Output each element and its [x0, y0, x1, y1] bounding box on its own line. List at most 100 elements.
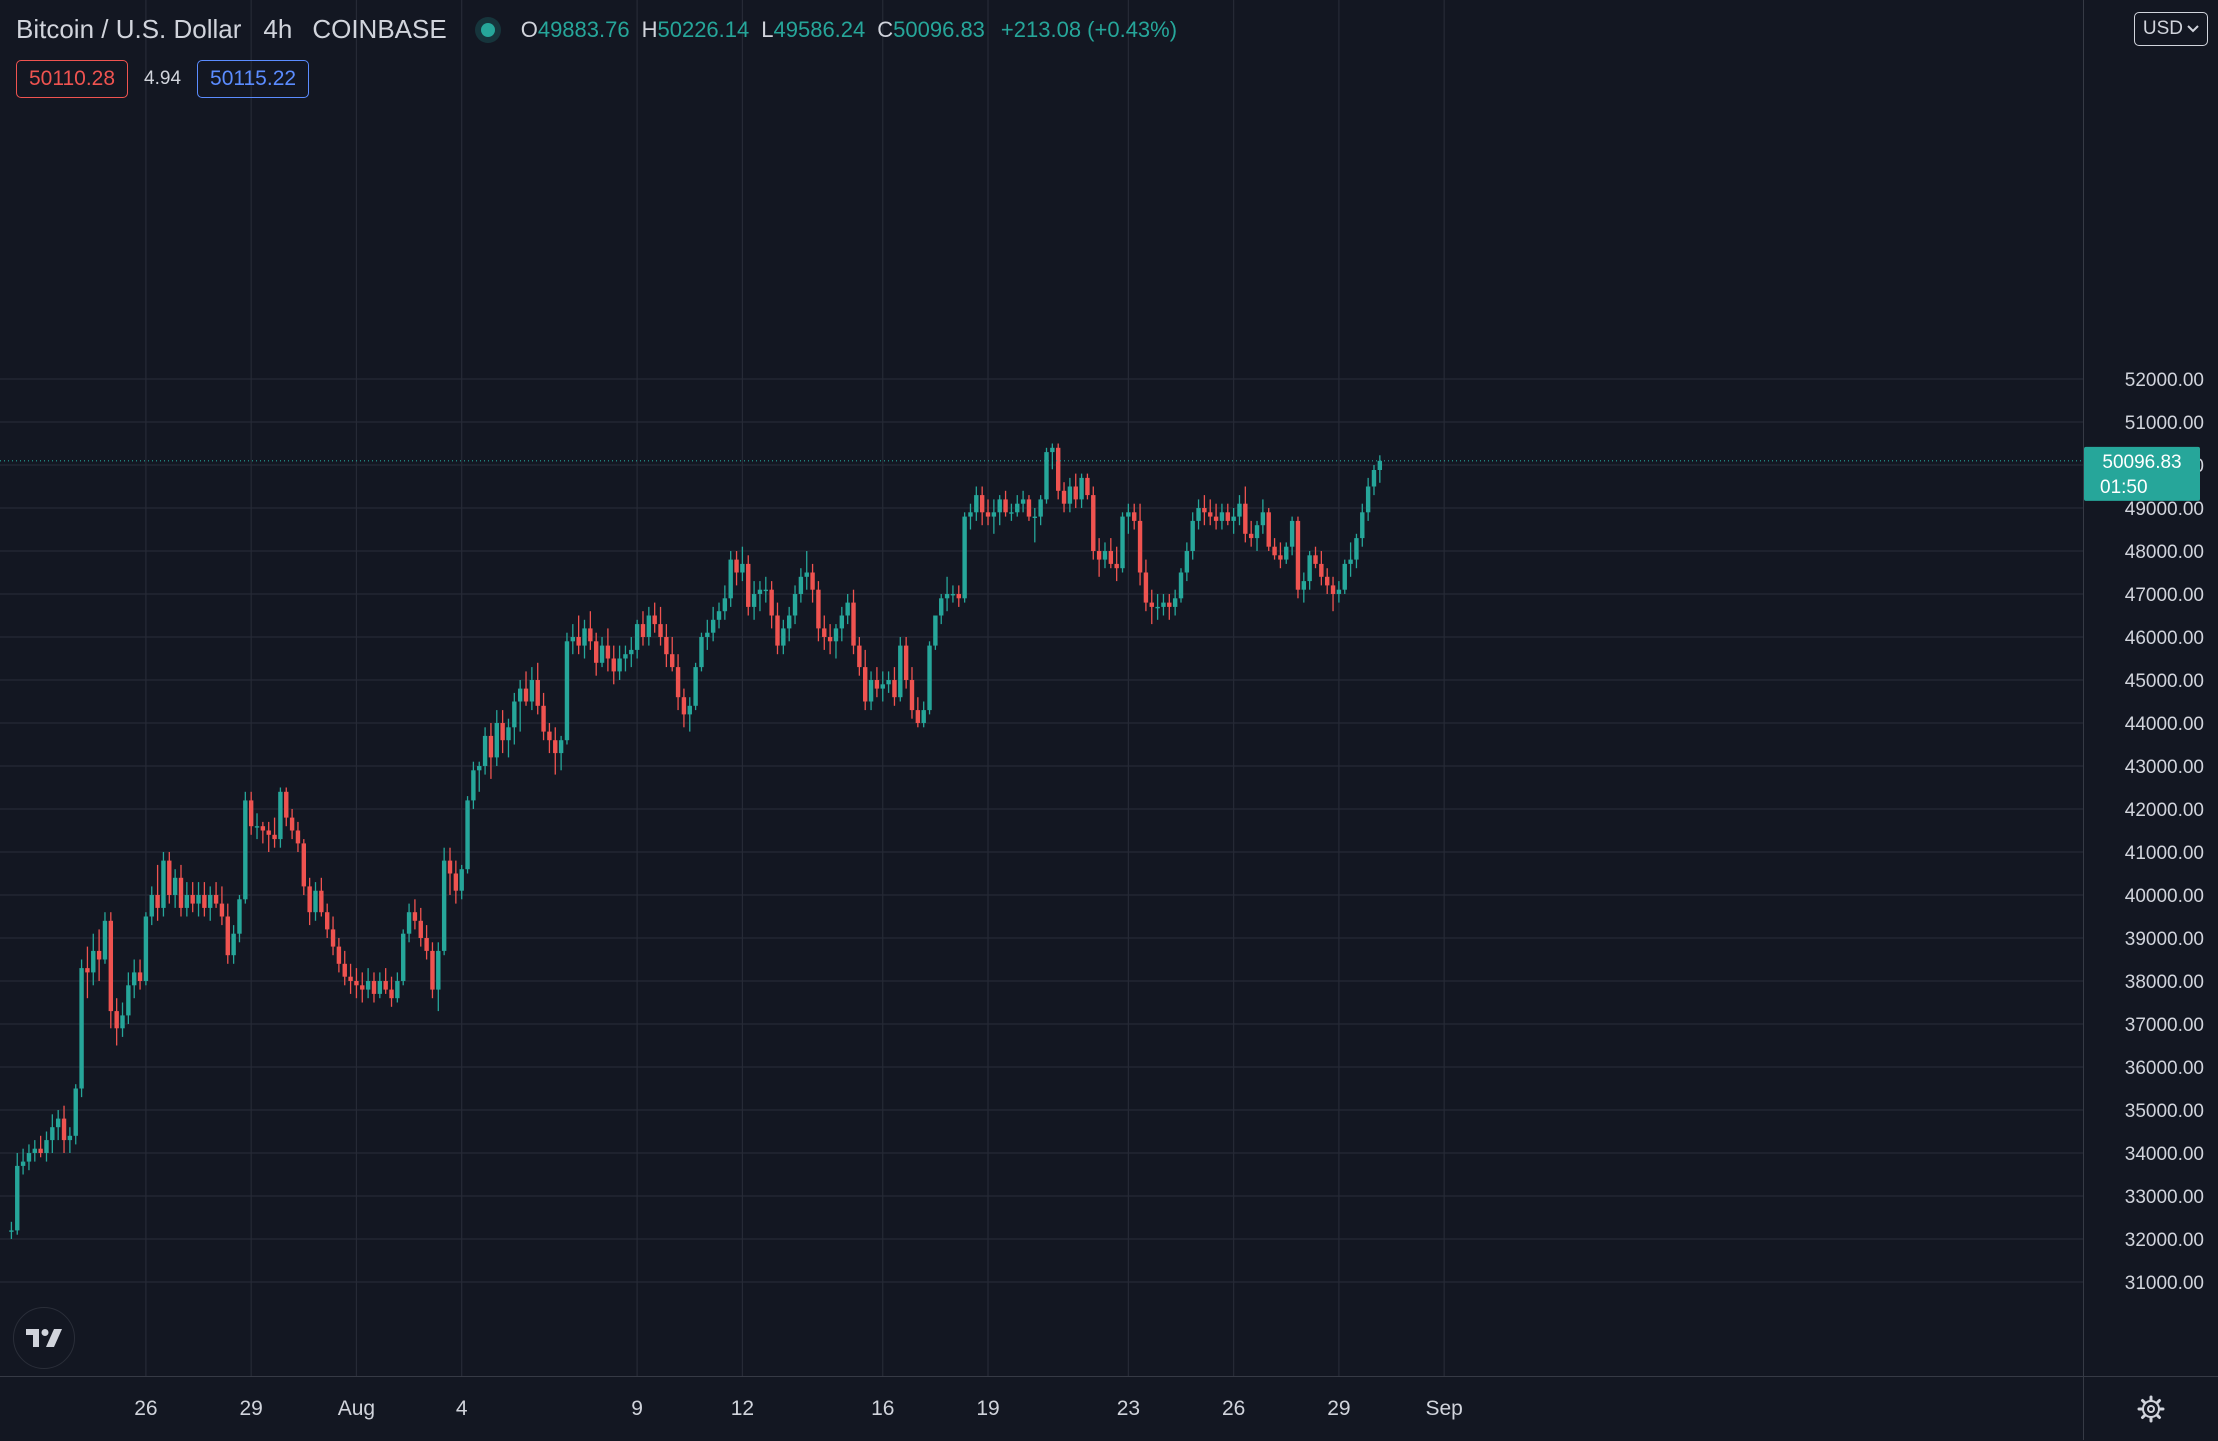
gear-icon[interactable]: [2137, 1395, 2165, 1423]
candle: [1295, 516, 1301, 599]
candle-body: [219, 903, 225, 917]
candle: [406, 903, 412, 943]
candle: [161, 852, 166, 917]
interval-label[interactable]: 4h: [263, 14, 293, 44]
candle-body: [225, 916, 230, 956]
candle-body: [1178, 572, 1184, 599]
candle: [436, 942, 441, 1012]
candle-body: [1137, 520, 1143, 573]
candle-body: [79, 968, 84, 1089]
candle: [582, 619, 587, 659]
candle-body: [798, 576, 804, 594]
candle: [155, 864, 160, 921]
candle-body: [512, 701, 517, 728]
price-scale[interactable]: 31000.00 32000.00 33000.00 34000.00 35000.00…: [2083, 0, 2218, 1376]
sell-button[interactable]: 50110.28: [16, 60, 129, 98]
candle: [365, 968, 371, 999]
candle-body: [886, 680, 891, 685]
candle-body: [1248, 533, 1254, 539]
time-scale[interactable]: 26 29 Aug 4 9 12 16 19 23 26 29 Sep: [0, 1376, 2083, 1440]
symbol-title[interactable]: Bitcoin / U.S. Dollar: [16, 14, 242, 44]
candle: [1266, 508, 1271, 551]
candle-body: [1301, 581, 1307, 590]
candle-body: [716, 611, 722, 620]
candlestick-chart[interactable]: [0, 0, 2083, 1376]
candle: [880, 671, 885, 702]
candle: [1044, 447, 1049, 504]
candle-body: [447, 860, 453, 874]
candle: [482, 727, 488, 775]
candle-body: [430, 950, 435, 990]
candle: [284, 787, 289, 827]
candle: [634, 619, 640, 659]
candle-body: [611, 658, 616, 672]
candle-body: [699, 637, 704, 668]
candle-body: [377, 981, 383, 994]
candle: [202, 882, 207, 917]
candle: [863, 649, 868, 711]
candle: [658, 606, 663, 646]
candle-body: [254, 826, 260, 828]
candle: [32, 1140, 37, 1162]
candle: [1003, 490, 1008, 517]
candle-body: [722, 598, 728, 612]
candle: [1132, 503, 1137, 530]
candle-body: [1184, 551, 1190, 573]
candle: [1354, 533, 1359, 569]
price-tick-label: 42000.00: [2125, 800, 2204, 821]
candle-body: [915, 710, 921, 723]
candle-body: [184, 895, 190, 908]
candle-body: [880, 684, 885, 689]
candle-body: [1231, 516, 1236, 521]
time-tick-label: 16: [871, 1397, 894, 1420]
currency-button[interactable]: USD: [2133, 12, 2208, 46]
candle: [15, 1153, 20, 1235]
candle-body: [740, 563, 745, 573]
candle: [775, 602, 780, 655]
candle: [1377, 455, 1383, 483]
candle-body: [792, 594, 798, 616]
candle-body: [1009, 512, 1014, 514]
price-tick-label: 51000.00: [2125, 413, 2204, 434]
candle: [477, 761, 482, 792]
candle: [1336, 581, 1342, 603]
candle: [324, 903, 330, 938]
candle-body: [272, 834, 277, 840]
candle: [710, 606, 716, 642]
price-tick-label: 34000.00: [2125, 1144, 2204, 1165]
candle-body: [371, 981, 377, 994]
candle-body: [786, 615, 792, 629]
candle-body: [1149, 602, 1154, 607]
chart-area[interactable]: Bitcoin / U.S. Dollar 4h COINBASE O 4988…: [0, 0, 2083, 1376]
buy-button[interactable]: 50115.22: [197, 60, 310, 98]
candle-body: [213, 895, 219, 904]
candle-body: [1015, 503, 1020, 513]
candle: [208, 886, 213, 921]
candle: [1225, 503, 1230, 526]
candle: [1015, 495, 1020, 517]
candle: [675, 654, 681, 711]
currency-label: USD: [2142, 18, 2183, 39]
candle-body: [114, 1011, 119, 1029]
candle-body: [576, 637, 581, 646]
candle: [909, 667, 915, 719]
candle-body: [634, 624, 640, 650]
candle: [50, 1114, 55, 1153]
candle-body: [769, 589, 774, 616]
candle-body: [137, 972, 143, 981]
candle: [903, 637, 909, 689]
tradingview-logo-icon[interactable]: [13, 1307, 75, 1369]
candle: [810, 563, 815, 603]
time-tick-label: Aug: [338, 1397, 375, 1420]
candle: [1237, 495, 1242, 526]
candle: [79, 959, 84, 1098]
candle-body: [436, 950, 441, 990]
candle: [1213, 503, 1219, 530]
candle-body: [781, 628, 786, 646]
market-status-icon[interactable]: [480, 22, 495, 37]
candle: [857, 637, 862, 676]
candle-body: [1190, 520, 1195, 551]
candle-body: [1108, 551, 1114, 564]
price-tick-labels: 31000.00 32000.00 33000.00 34000.00 35000.00…: [2125, 370, 2204, 1294]
candle: [354, 968, 359, 999]
